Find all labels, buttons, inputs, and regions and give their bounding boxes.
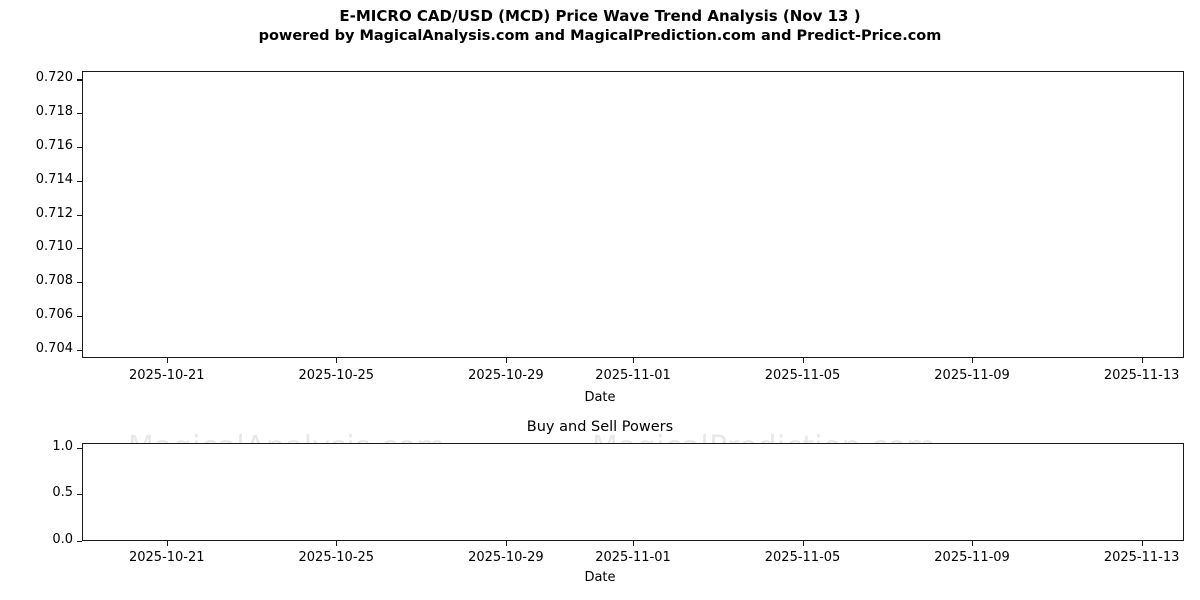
price-x-tick-mark: [166, 358, 168, 363]
price-y-tick-label: 0.708: [35, 273, 73, 289]
page-subtitle: powered by MagicalAnalysis.com and Magic…: [258, 28, 942, 44]
signal-x-tick-label: 2025-11-01: [595, 550, 671, 565]
price-y-tick-mark: [77, 315, 82, 317]
page-title: E-MICRO CAD/USD (MCD) Price Wave Trend A…: [339, 7, 861, 25]
price-y-tick-mark: [77, 282, 82, 284]
signal-y-tick-mark: [77, 494, 82, 496]
signal-axes-frame: [82, 443, 1184, 541]
price-x-tick-label: 2025-10-21: [128, 368, 205, 383]
buy-sell-powers-chart: [82, 443, 1184, 541]
price-x-tick-mark: [505, 358, 507, 363]
price-y-tick-mark: [77, 214, 82, 216]
price-y-tick-mark: [77, 79, 82, 81]
price-x-tick-mark: [1141, 358, 1143, 363]
signal-y-tick-label: 0.0: [52, 532, 73, 547]
price-x-tick-mark: [972, 358, 974, 363]
price-x-tick-mark: [633, 358, 635, 363]
price-x-tick-label: 2025-11-01: [595, 368, 671, 383]
signal-x-tick-label: 2025-11-13: [1103, 550, 1180, 565]
signal-chart-title: Buy and Sell Powers: [526, 419, 674, 435]
price-y-tick-label: 0.720: [35, 70, 73, 86]
signal-x-tick-label: 2025-11-09: [934, 550, 1010, 565]
signal-x-tick-mark: [633, 541, 635, 546]
price-y-tick-label: 0.714: [35, 171, 73, 187]
price-y-tick-label: 0.704: [35, 340, 73, 356]
signal-x-tick-label: 2025-10-21: [128, 550, 205, 565]
price-y-tick-mark: [77, 113, 82, 115]
signal-x-tick-mark: [802, 541, 804, 546]
chart-header: E-MICRO CAD/USD (MCD) Price Wave Trend A…: [0, 6, 1200, 46]
price-y-tick-mark: [77, 180, 82, 182]
price-y-tick-label: 0.716: [35, 137, 73, 153]
signal-x-tick-label: 2025-10-29: [468, 550, 544, 565]
signal-x-axis-label: Date: [584, 570, 616, 585]
price-axes-frame: [82, 71, 1184, 358]
price-x-tick-label: 2025-10-25: [298, 368, 375, 383]
signal-x-tick-mark: [166, 541, 168, 546]
price-y-tick-label: 0.710: [35, 239, 73, 255]
price-y-tick-mark: [77, 349, 82, 351]
signal-x-tick-label: 2025-11-05: [764, 550, 841, 565]
price-y-tick-mark: [77, 248, 82, 250]
price-x-tick-mark: [802, 358, 804, 363]
signal-x-tick-mark: [505, 541, 507, 546]
price-y-tick-label: 0.712: [35, 205, 73, 221]
price-x-tick-label: 2025-11-05: [764, 368, 841, 383]
price-y-tick-label: 0.706: [35, 306, 73, 322]
price-x-tick-label: 2025-11-13: [1103, 368, 1180, 383]
price-x-tick-mark: [336, 358, 338, 363]
price-y-tick-label: 0.718: [35, 104, 73, 120]
signal-x-tick-mark: [336, 541, 338, 546]
price-x-tick-label: 2025-11-09: [934, 368, 1010, 383]
price-wave-chart: [82, 71, 1184, 358]
signal-x-tick-label: 2025-10-25: [298, 550, 375, 565]
price-x-axis-label: Date: [584, 390, 616, 405]
signal-x-tick-mark: [1141, 541, 1143, 546]
signal-x-tick-mark: [972, 541, 974, 546]
signal-y-tick-label: 1.0: [52, 438, 73, 454]
signal-y-tick-mark: [77, 447, 82, 449]
signal-y-tick-mark: [77, 541, 82, 543]
price-x-tick-label: 2025-10-29: [468, 368, 544, 383]
price-y-tick-mark: [77, 146, 82, 149]
signal-y-tick-label: 0.5: [52, 485, 73, 501]
